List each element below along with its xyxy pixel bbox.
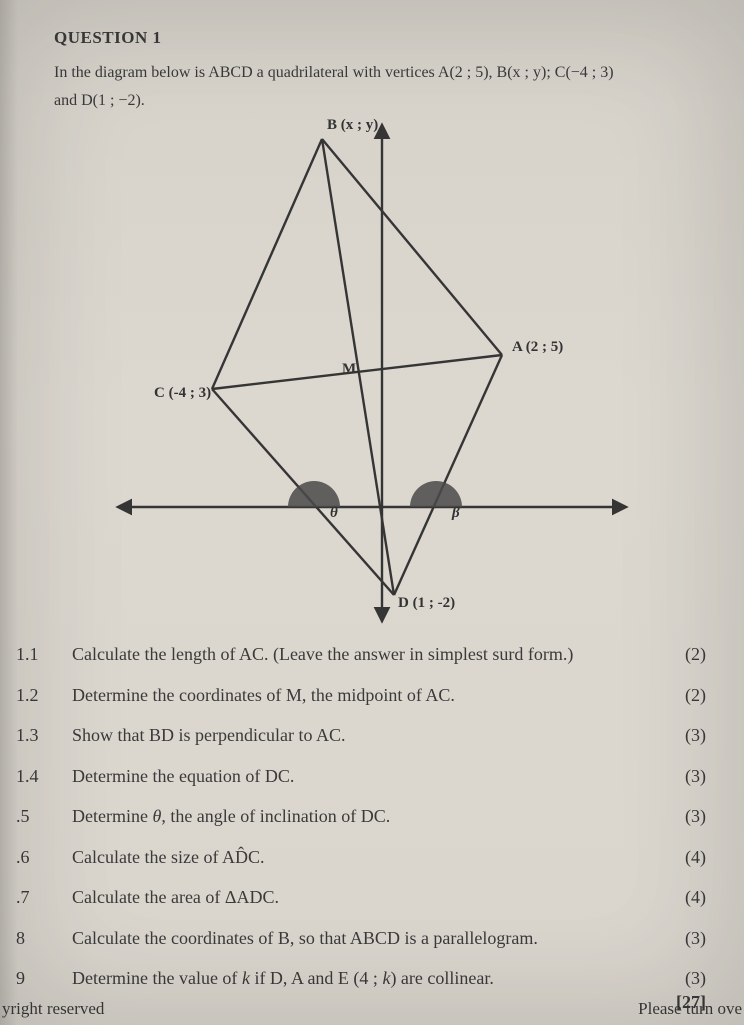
- question-row: .6Calculate the size of AD̂C.(4): [14, 846, 710, 869]
- question-marks: (3): [660, 967, 710, 990]
- question-marks: (3): [660, 805, 710, 828]
- question-row: .5Determine θ, the angle of inclination …: [14, 805, 710, 828]
- question-number: 1.2: [14, 684, 72, 707]
- intro-line-1: In the diagram below is ABCD a quadrilat…: [54, 62, 694, 84]
- footer-left: yright reserved: [2, 999, 104, 1019]
- question-number: 1.3: [14, 724, 72, 747]
- question-marks: (3): [660, 724, 710, 747]
- question-number: 9: [14, 967, 72, 990]
- segment-AD: [394, 355, 502, 595]
- question-row: 1.3Show that BD is perpendicular to AC.(…: [14, 724, 710, 747]
- label-M: M: [342, 361, 356, 378]
- question-number: .6: [14, 846, 72, 869]
- question-text: Show that BD is perpendicular to AC.: [72, 724, 660, 747]
- page-root: QUESTION 1 In the diagram below is ABCD …: [0, 0, 744, 1025]
- question-text: Calculate the area of ΔADC.: [72, 886, 660, 909]
- question-row: 8Calculate the coordinates of B, so that…: [14, 927, 710, 950]
- question-number: .7: [14, 886, 72, 909]
- question-text: Calculate the coordinates of B, so that …: [72, 927, 660, 950]
- question-marks: (3): [660, 765, 710, 788]
- question-marks: (2): [660, 684, 710, 707]
- label-beta: β: [452, 505, 460, 522]
- question-row: 1.4Determine the equation of DC.(3): [14, 765, 710, 788]
- segment-BA: [322, 139, 502, 355]
- diagram-svg: [82, 117, 642, 637]
- footer-right: Please turn ove: [638, 999, 742, 1019]
- question-list: 1.1Calculate the length of AC. (Leave th…: [14, 643, 710, 990]
- question-marks: (3): [660, 927, 710, 950]
- label-D: D (1 ; -2): [398, 595, 455, 612]
- label-theta: θ: [330, 505, 338, 522]
- intro-line-2: and D(1 ; −2).: [54, 90, 694, 112]
- question-marks: (4): [660, 846, 710, 869]
- question-text: Determine the equation of DC.: [72, 765, 660, 788]
- question-number: 1.4: [14, 765, 72, 788]
- question-text: Calculate the size of AD̂C.: [72, 846, 660, 869]
- question-number: 8: [14, 927, 72, 950]
- label-B: B (x ; y): [327, 117, 378, 134]
- question-text: Determine the value of k if D, A and E (…: [72, 967, 660, 990]
- question-marks: (4): [660, 886, 710, 909]
- segment-BC: [212, 139, 322, 389]
- question-number: .5: [14, 805, 72, 828]
- question-text: Calculate the length of AC. (Leave the a…: [72, 643, 660, 666]
- question-title: QUESTION 1: [54, 28, 710, 48]
- page-footer: yright reserved Please turn ove: [2, 999, 744, 1019]
- geometry-diagram: B (x ; y) A (2 ; 5) C (-4 ; 3) D (1 ; -2…: [82, 117, 642, 637]
- label-C: C (-4 ; 3): [154, 385, 211, 402]
- question-row: 1.2Determine the coordinates of M, the m…: [14, 684, 710, 707]
- beta-angle-arc: [410, 481, 462, 507]
- question-text: Determine θ, the angle of inclination of…: [72, 805, 660, 828]
- question-marks: (2): [660, 643, 710, 666]
- question-number: 1.1: [14, 643, 72, 666]
- label-A: A (2 ; 5): [512, 339, 563, 356]
- question-row: .7Calculate the area of ΔADC.(4): [14, 886, 710, 909]
- question-row: 1.1Calculate the length of AC. (Leave th…: [14, 643, 710, 666]
- question-row: 9Determine the value of k if D, A and E …: [14, 967, 710, 990]
- question-text: Determine the coordinates of M, the midp…: [72, 684, 660, 707]
